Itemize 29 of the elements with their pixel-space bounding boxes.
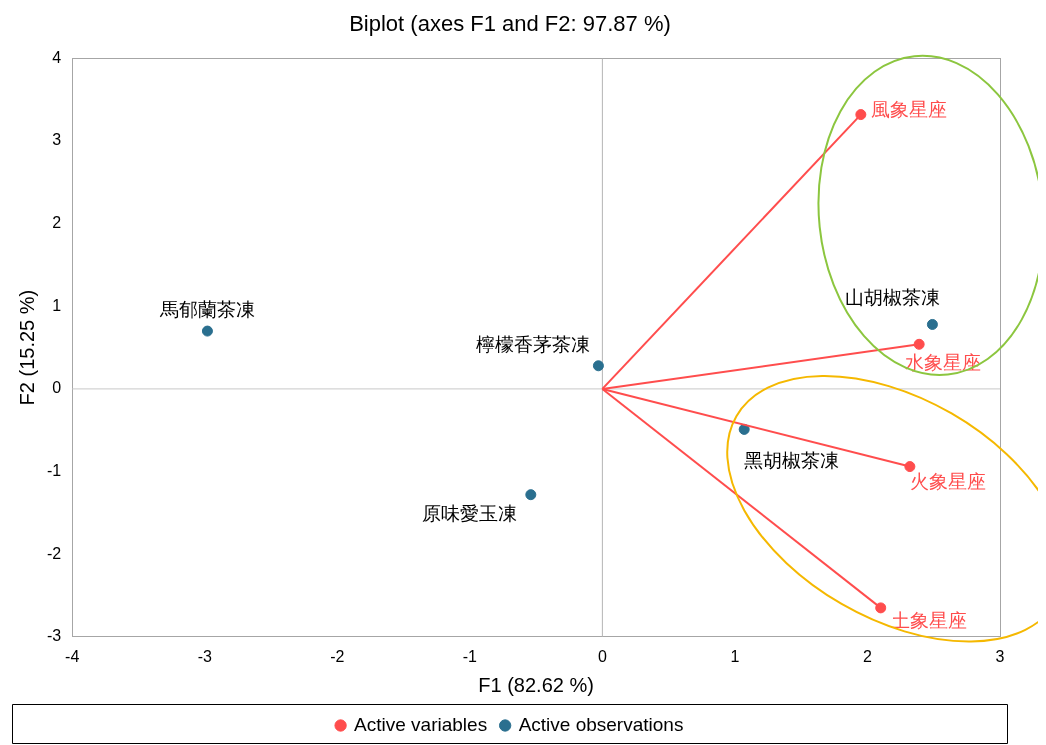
x-tick-label: -1 <box>462 647 478 665</box>
y-axis-title: F2 (15.25 %) <box>15 289 38 406</box>
x-axis-title: F1 (82.62 %) <box>478 673 594 696</box>
y-tick-label: -2 <box>46 544 62 562</box>
y-tick-label: -3 <box>46 627 62 645</box>
x-tick-label: 0 <box>597 647 607 665</box>
annotation: 原味愛玉凍 <box>421 502 517 524</box>
annotation: 土象星座 <box>890 610 967 632</box>
x-tick-label: -3 <box>197 647 212 665</box>
annotation: 馬郁蘭茶凍 <box>158 299 255 321</box>
y-tick-label: 2 <box>52 214 62 232</box>
annotation: 火象星座 <box>909 470 986 492</box>
chart-title: Biplot (axes F1 and F2: 97.87 %) <box>349 11 671 37</box>
y-tick-label: 1 <box>52 296 62 314</box>
x-tick-label: 3 <box>995 647 1005 665</box>
x-tick-label: -2 <box>330 647 345 665</box>
annotation: 黑胡椒茶凍 <box>744 449 840 471</box>
legend-label: Active variables <box>354 713 488 735</box>
y-tick-label: 3 <box>52 131 62 149</box>
y-tick-label: 4 <box>52 48 62 66</box>
y-tick-label: -1 <box>46 461 62 479</box>
x-tick-label: -4 <box>65 647 80 665</box>
annotation: 檸檬香茅茶凍 <box>476 334 591 356</box>
y-tick-label: 0 <box>52 379 62 397</box>
x-tick-label: 2 <box>863 647 873 665</box>
annotation: 風象星座 <box>870 98 947 120</box>
x-tick-label: 1 <box>730 647 740 665</box>
annotation: 山胡椒茶凍 <box>845 286 941 308</box>
legend-label: Active observations <box>518 713 684 735</box>
